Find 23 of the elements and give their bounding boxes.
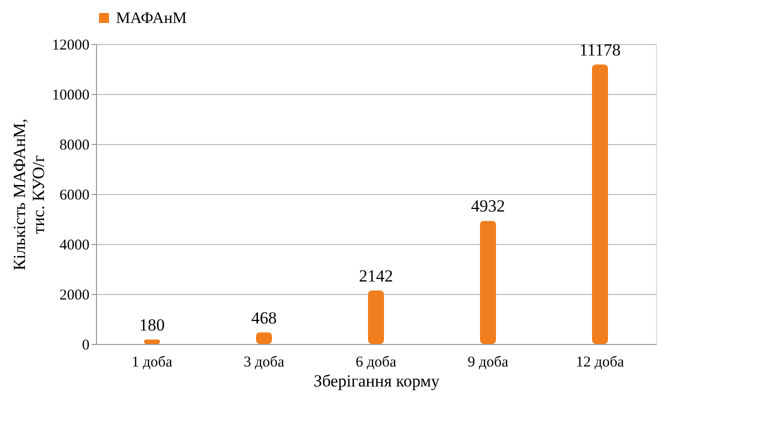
bar: [592, 64, 608, 344]
y-tick-label: 12000: [52, 38, 90, 54]
x-axis-title: Зберігання корму: [314, 372, 440, 390]
bar: [368, 290, 384, 344]
data-label: 11178: [579, 40, 621, 60]
y-tick-label: 8000: [60, 138, 90, 154]
legend-label: МАФАнМ: [116, 10, 187, 27]
x-tick-label: 3 доба: [244, 354, 285, 370]
data-label: 2142: [359, 266, 393, 286]
y-tick-label: 4000: [60, 238, 90, 254]
y-tick-label: 6000: [60, 188, 90, 204]
x-tick-label: 1 доба: [132, 354, 173, 370]
data-label: 468: [251, 308, 277, 328]
x-tick-label: 12 доба: [576, 354, 624, 370]
x-tick-label: 9 доба: [468, 354, 509, 370]
y-axis-title: Кількість МАФАнМ, тис. КУО/г: [10, 118, 48, 270]
y-tick-label: 0: [82, 338, 90, 354]
data-label: 180: [139, 316, 165, 334]
x-tick-label: 6 доба: [356, 354, 397, 370]
bar: [480, 220, 496, 344]
data-label: 4932: [471, 196, 505, 216]
y-tick-label: 2000: [60, 288, 90, 304]
y-tick-label: 10000: [52, 88, 90, 104]
